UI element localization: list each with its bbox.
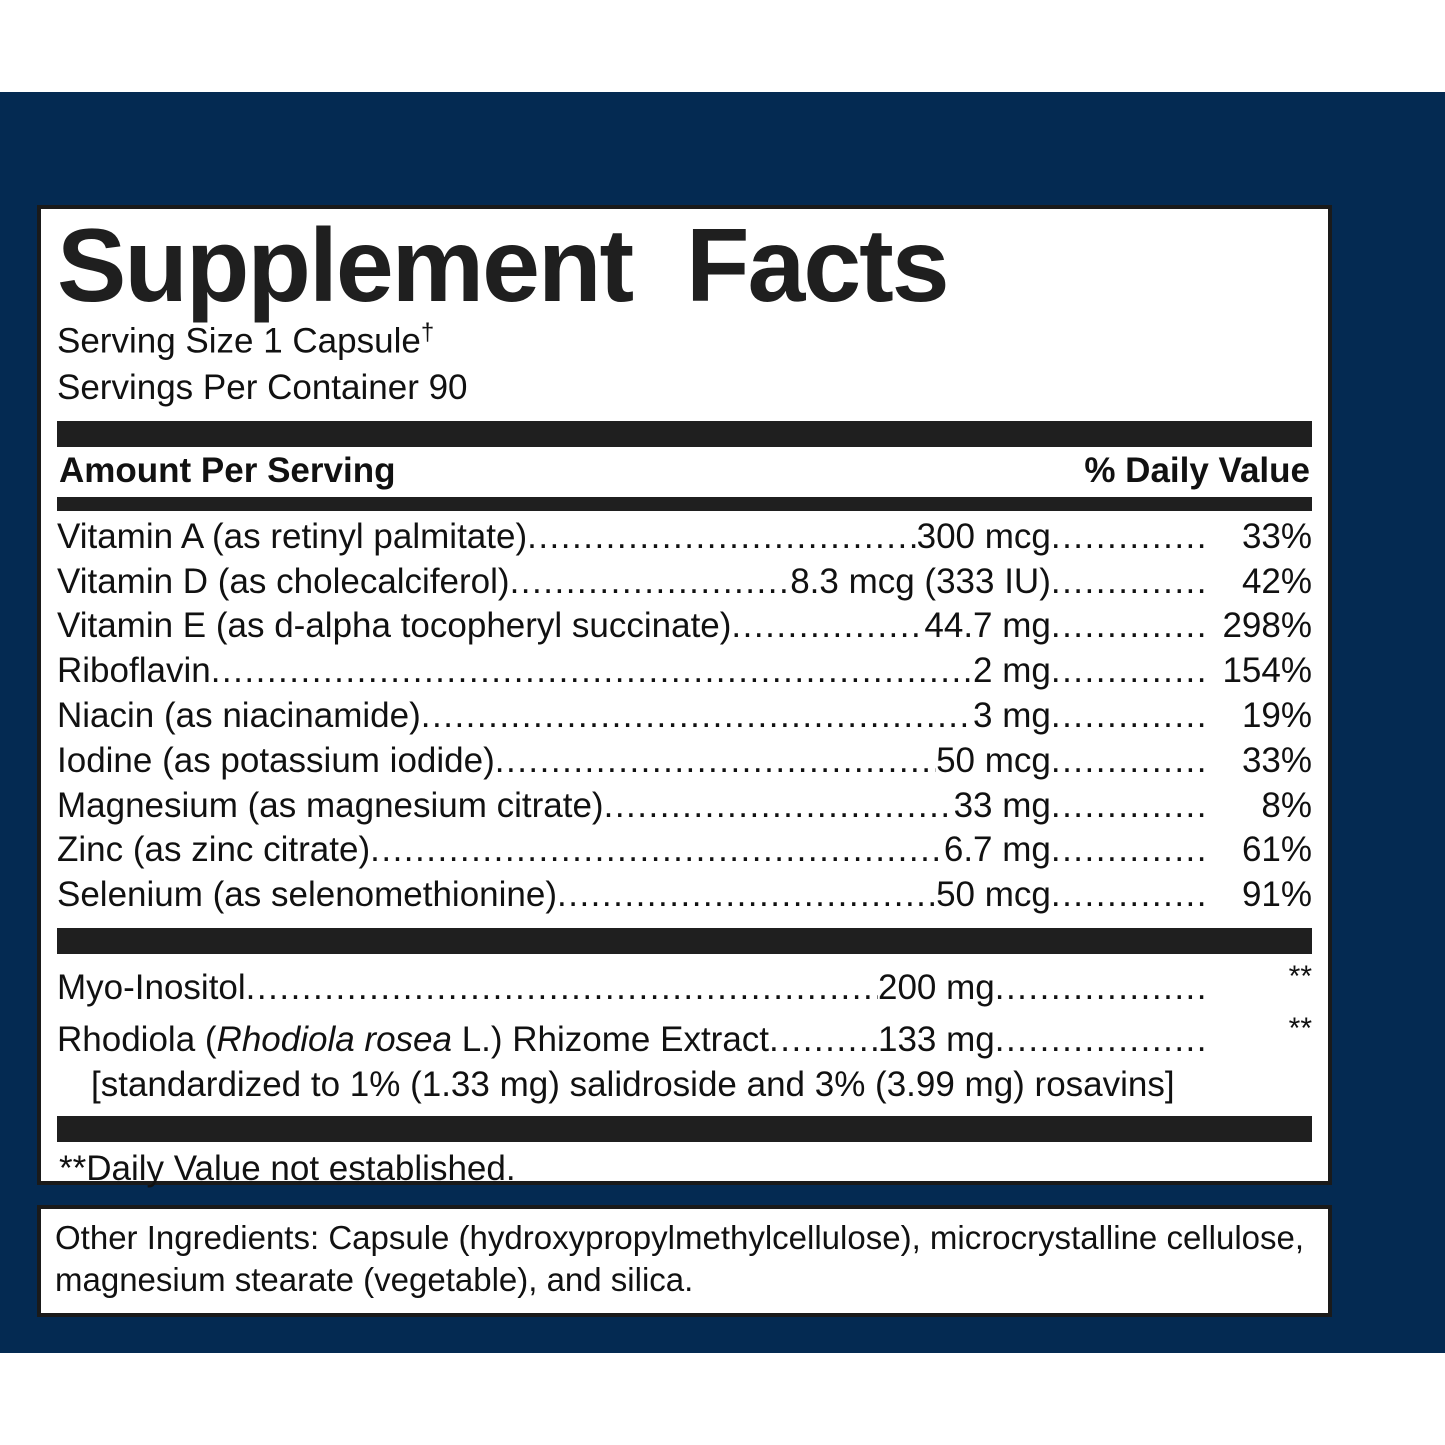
nutrient-amount: 44.7 mg [924, 606, 1051, 646]
nutrient-row: Vitamin E (as d-alpha tocopheryl succina… [57, 604, 1312, 649]
dot-leader-dv: ................... [994, 1020, 1208, 1060]
nutrient-row: Riboflavin 2 mg.............. 154% [57, 649, 1312, 694]
nutrient-amount: 2 mg [973, 651, 1051, 691]
botanical-row: Rhodiola (Rhodiola rosea L.) Rhizome Ext… [57, 1010, 1312, 1062]
nutrient-name: Vitamin D (as cholecalciferol) [57, 561, 510, 601]
dot-leader-dv: .............. [1050, 696, 1208, 736]
botanical-latin-name: Rhodiola rosea [216, 1020, 452, 1060]
nutrient-amount: 33 mg [953, 785, 1051, 825]
dot-leader-dv: .............. [1050, 785, 1208, 825]
other-ingredients-text: Other Ingredients: Capsule (hydroxypropy… [55, 1219, 1305, 1299]
botanical-row: Myo-Inositol 200 mg................... ** [57, 958, 1312, 1010]
divider-thick-top [57, 420, 1312, 447]
botanical-name: Rhodiola (Rhodiola rosea L.) Rhizome Ext… [57, 1020, 770, 1060]
divider-thick-botanicals [57, 928, 1312, 955]
dot-leader-dv: .............. [1050, 651, 1208, 691]
daily-value-asterisks: ** [1288, 960, 1312, 994]
dot-leader [604, 784, 954, 829]
divider-thick-footnote [57, 1116, 1312, 1143]
nutrient-name: Vitamin E (as d-alpha tocopheryl succina… [57, 606, 732, 646]
dot-leader [731, 604, 924, 649]
nutrient-row: Vitamin A (as retinyl palmitate) 300 mcg.… [57, 515, 1312, 560]
servings-per-container: Servings Per Container 90 [57, 367, 468, 407]
nutrient-daily-value: 154% [1222, 651, 1312, 691]
nutrient-name: Magnesium (as magnesium citrate) [57, 785, 604, 825]
other-ingredients-panel: Other Ingredients: Capsule (hydroxypropy… [37, 1205, 1332, 1317]
nutrient-row: Zinc (as zinc citrate) 6.7 mg............… [57, 828, 1312, 873]
nutrient-daily-value: 61% [1241, 830, 1312, 870]
botanical-rows: Myo-Inositol 200 mg................... ** R… [57, 954, 1312, 1106]
nutrient-name: Niacin (as niacinamide) [57, 696, 421, 736]
nutrient-row: Vitamin D (as cholecalciferol) 8.3 mcg (3… [57, 560, 1312, 605]
nutrient-daily-value: 298% [1222, 606, 1312, 646]
nutrient-name: Vitamin A (as retinyl palmitate) [57, 516, 528, 556]
serving-size-line: Serving Size 1 Capsule† [57, 317, 1312, 365]
dot-leader [527, 515, 917, 560]
serving-size-dagger: † [420, 318, 435, 346]
nutrient-daily-value: 33% [1241, 740, 1312, 780]
nutrient-amount: 50 mcg [936, 875, 1051, 915]
nutrient-row: Magnesium (as magnesium citrate) 33 mg...… [57, 784, 1312, 829]
daily-value-header: % Daily Value [1084, 450, 1310, 490]
nutrient-daily-value: 8% [1261, 785, 1312, 825]
footnote-text: **Daily Value not established. [59, 1149, 516, 1189]
botanical-standardization: [standardized to 1% (1.33 mg) salidrosid… [91, 1064, 1175, 1104]
nutrient-daily-value: 19% [1241, 696, 1312, 736]
page-title: Supplement Facts [57, 208, 950, 324]
nutrient-amount: 300 mcg [916, 516, 1051, 556]
dot-leader-dv: .............. [1050, 740, 1208, 780]
nutrient-amount: 6.7 mg [943, 830, 1051, 870]
dot-leader [246, 966, 878, 1011]
botanical-amount: 133 mg [877, 1020, 995, 1060]
dot-leader-dv: .............. [1050, 516, 1208, 556]
nutrient-name: Zinc (as zinc citrate) [57, 830, 371, 870]
daily-value-asterisks: ** [1288, 1012, 1312, 1046]
divider-mid-header [57, 496, 1312, 511]
botanical-amount: 200 mg [877, 967, 995, 1007]
dot-leader [421, 694, 973, 739]
botanical-daily-value: ** [1208, 1010, 1312, 1062]
botanical-daily-value: ** [1208, 958, 1312, 1010]
botanical-name: Myo-Inositol [57, 967, 246, 1007]
dot-leader-dv: .............. [1050, 606, 1208, 646]
supplement-facts-panel: Supplement Facts Serving Size 1 Capsule†… [37, 205, 1332, 1188]
amount-per-serving-header: Amount Per Serving [59, 450, 396, 490]
nutrient-name: Riboflavin [57, 651, 211, 691]
nutrient-row: Iodine (as potassium iodide) 50 mcg......… [57, 739, 1312, 784]
nutrient-amount: 8.3 mcg (333 IU) [790, 561, 1051, 601]
nutrient-name: Selenium (as selenomethionine) [57, 875, 557, 915]
dot-leader [495, 739, 936, 784]
nutrient-daily-value: 91% [1241, 875, 1312, 915]
dot-leader-dv: .............. [1050, 830, 1208, 870]
nutrient-row: Selenium (as selenomethionine) 50 mcg....… [57, 873, 1312, 918]
dot-leader-dv: .............. [1050, 561, 1208, 601]
nutrient-name: Iodine (as potassium iodide) [57, 740, 495, 780]
dot-leader [211, 649, 973, 694]
dot-leader [510, 560, 791, 605]
dot-leader-dv: ................... [994, 967, 1208, 1007]
nutrient-row: Niacin (as niacinamide) 3 mg.............… [57, 694, 1312, 739]
nutrient-daily-value: 33% [1241, 516, 1312, 556]
dot-leader-dv: .............. [1050, 875, 1208, 915]
nutrient-rows: Vitamin A (as retinyl palmitate) 300 mcg.… [57, 511, 1312, 918]
serving-size-text: Serving Size 1 Capsule [57, 321, 421, 361]
dot-leader [370, 828, 944, 873]
dot-leader [769, 1018, 878, 1063]
nutrient-amount: 50 mcg [936, 740, 1051, 780]
nutrient-daily-value: 42% [1241, 561, 1312, 601]
table-header-row: Amount Per Serving % Daily Value [57, 447, 1312, 497]
dot-leader [557, 873, 936, 918]
nutrient-amount: 3 mg [973, 696, 1051, 736]
